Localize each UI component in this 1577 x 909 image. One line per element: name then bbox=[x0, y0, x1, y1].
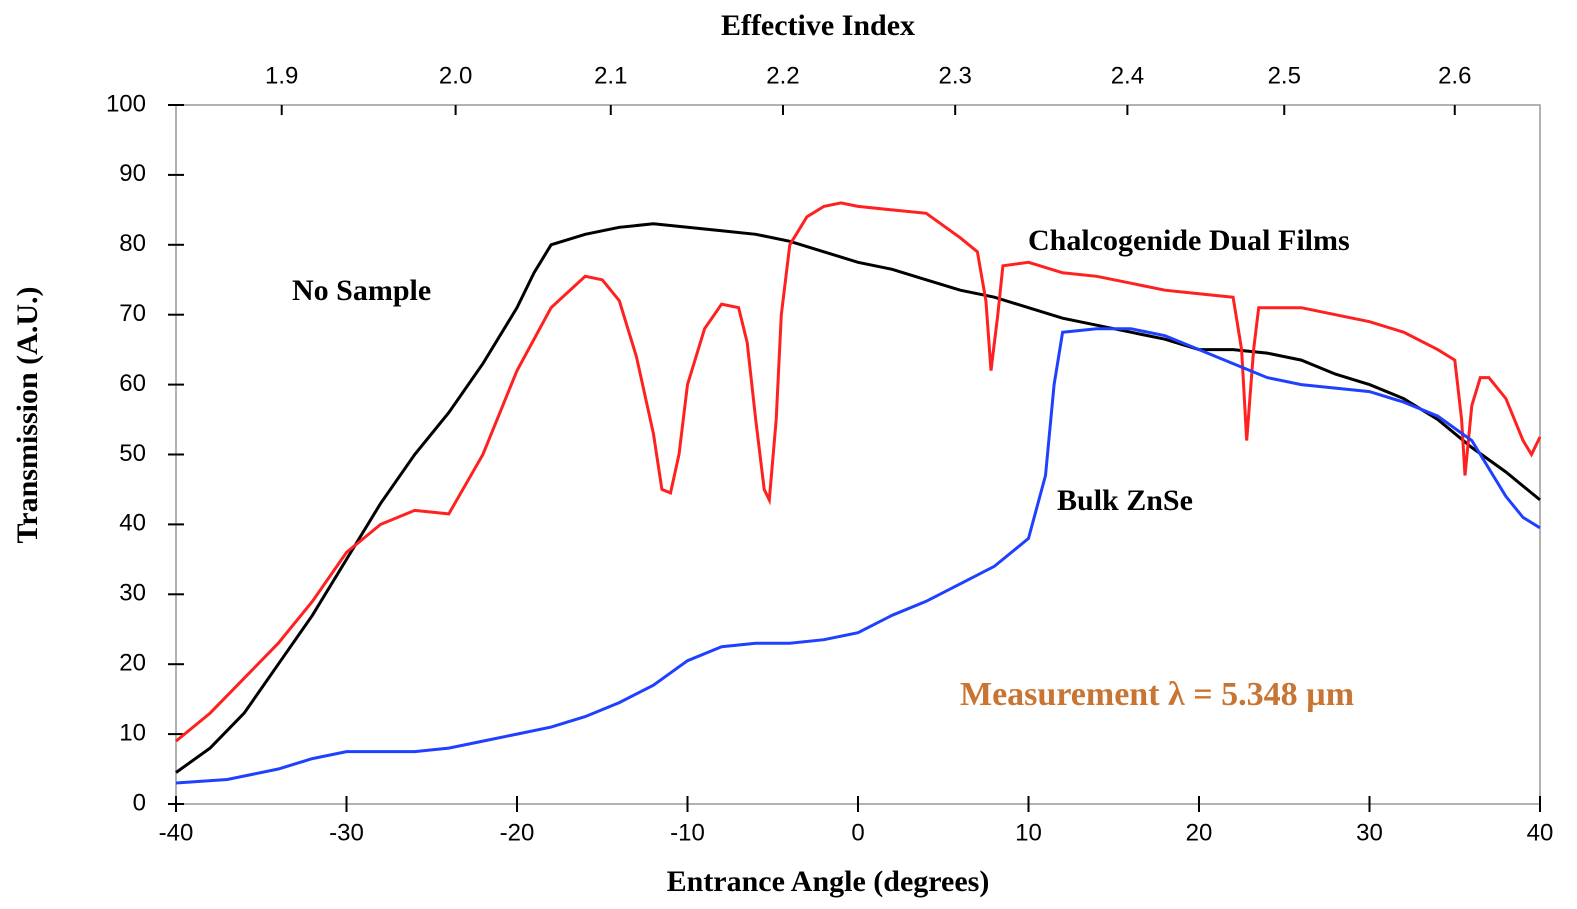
top-tick-label: 2.1 bbox=[594, 62, 627, 89]
line-series bbox=[175, 327, 1541, 785]
x-tick-label: -10 bbox=[670, 819, 705, 846]
top-tick-label: 2.2 bbox=[766, 62, 799, 89]
line-series bbox=[175, 201, 1542, 743]
top-tick-label: 2.0 bbox=[439, 62, 472, 89]
series-label: No Sample bbox=[292, 274, 431, 307]
y-tick-label: 10 bbox=[119, 719, 146, 746]
y-tick-label: 30 bbox=[119, 580, 146, 607]
series-label: Bulk ZnSe bbox=[1057, 484, 1193, 517]
top-tick-label: 2.3 bbox=[938, 62, 971, 89]
y-tick-label: 80 bbox=[119, 230, 146, 257]
x-axis-title: Entrance Angle (degrees) bbox=[667, 865, 990, 898]
series-label: Chalcogenide Dual Films bbox=[1028, 224, 1350, 257]
y-tick-label: 40 bbox=[119, 510, 146, 537]
y-tick-label: 0 bbox=[133, 789, 146, 816]
top-axis-title: Effective Index bbox=[721, 9, 915, 42]
y-tick-label: 20 bbox=[119, 650, 146, 677]
top-tick-label: 2.6 bbox=[1438, 62, 1471, 89]
y-tick-label: 70 bbox=[119, 300, 146, 327]
line-series bbox=[175, 222, 1541, 774]
y-tick-label: 100 bbox=[106, 90, 146, 117]
x-tick-label: 40 bbox=[1527, 819, 1554, 846]
x-tick-label: 0 bbox=[851, 819, 864, 846]
y-tick-label: 50 bbox=[119, 440, 146, 467]
top-tick-label: 1.9 bbox=[265, 62, 298, 89]
top-tick-label: 2.4 bbox=[1111, 62, 1144, 89]
top-tick-label: 2.5 bbox=[1268, 62, 1301, 89]
y-tick-label: 90 bbox=[119, 160, 146, 187]
x-tick-label: 30 bbox=[1356, 819, 1383, 846]
x-tick-label: 10 bbox=[1015, 819, 1042, 846]
x-tick-label: -40 bbox=[159, 819, 194, 846]
y-axis-title: Transmission (A.U.) bbox=[11, 287, 44, 544]
annotation: Measurement λ = 5.348 µm bbox=[960, 676, 1354, 713]
x-tick-label: 20 bbox=[1186, 819, 1213, 846]
x-tick-label: -30 bbox=[329, 819, 364, 846]
y-tick-label: 60 bbox=[119, 370, 146, 397]
x-tick-label: -20 bbox=[500, 819, 535, 846]
